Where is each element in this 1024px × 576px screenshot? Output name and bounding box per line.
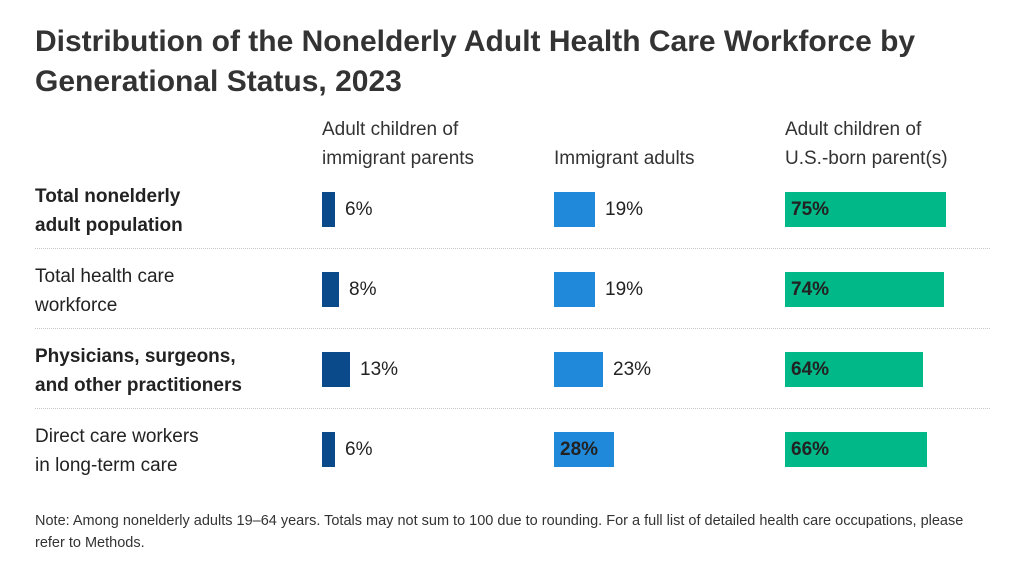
data-label: 64% [791,359,830,380]
data-label: 6% [345,199,373,220]
column-header-2: Immigrant adults [554,148,695,169]
bar-series-1-row-1 [322,192,335,227]
data-label: 28% [560,439,599,460]
column-header-1: Adult children of immigrant parents [322,119,475,169]
bar-series-1-row-3 [322,352,350,387]
row-label: Total health care workforce [35,266,175,316]
bar-series-2-row-4 [554,432,614,467]
data-label: 66% [791,439,830,460]
data-label: 75% [791,199,830,220]
bar-series-2-row-2 [554,272,595,307]
row-label: Total nonelderly adult population [35,186,183,236]
row-divider [35,248,990,249]
data-label: 74% [791,279,830,300]
bar-series-1-row-4 [322,432,335,467]
column-header-3: Adult children of U.S.-born parent(s) [785,119,948,169]
data-label: 19% [605,279,644,300]
data-label: 8% [349,279,377,300]
chart-title: Distribution of the Nonelderly Adult Hea… [35,25,916,98]
data-label: 13% [360,359,399,380]
bar-series-2-row-3 [554,352,603,387]
row-label: Direct care workers in long-term care [35,426,199,476]
row-divider [35,328,990,329]
bar-series-3-row-4 [785,432,927,467]
bar-series-3-row-1 [785,192,946,227]
bar-series-1-row-2 [322,272,339,307]
data-label: 6% [345,439,373,460]
bar-series-3-row-3 [785,352,923,387]
chart-note: Note: Among nonelderly adults 19–64 year… [35,513,964,551]
data-label: 23% [613,359,652,380]
row-divider [35,408,990,409]
bar-series-2-row-1 [554,192,595,227]
row-label: Physicians, surgeons, and other practiti… [35,346,242,396]
data-label: 19% [605,199,644,220]
bar-series-3-row-2 [785,272,944,307]
